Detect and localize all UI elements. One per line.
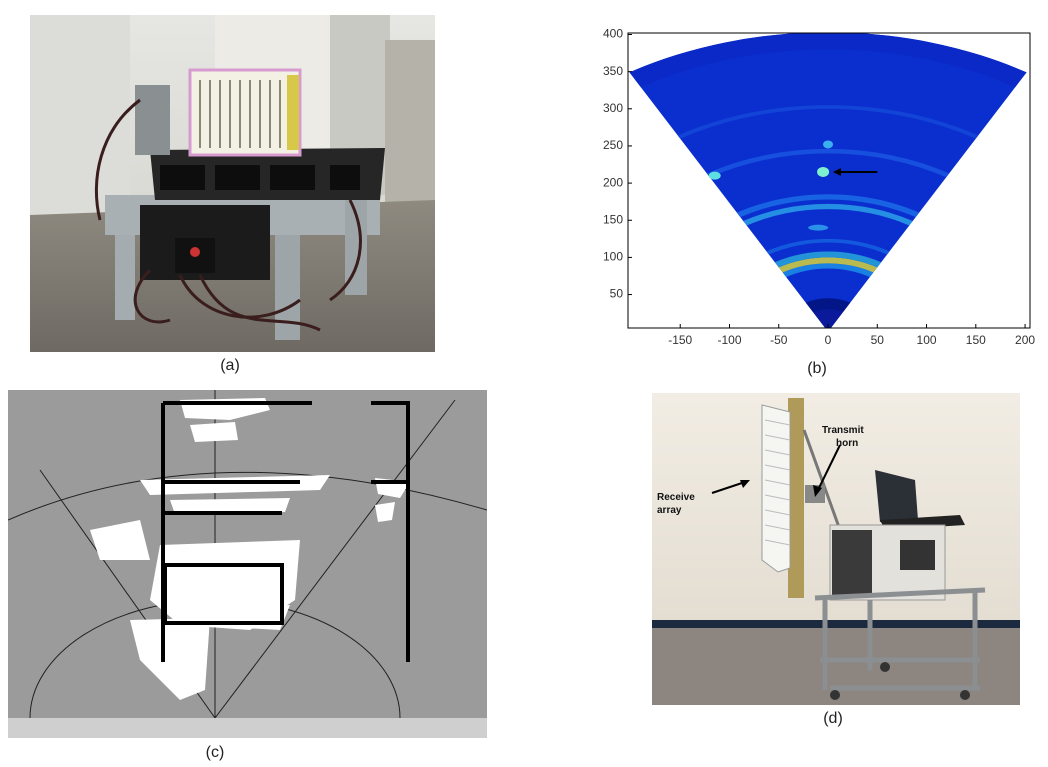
x-tick-label: -100 bbox=[717, 333, 741, 347]
y-tick-label: 100 bbox=[603, 250, 623, 264]
panel-b: -150 -100 -50 0 50 100 150 200 50 100 150 200 250 300… bbox=[603, 27, 1035, 348]
y-tick-label: 250 bbox=[603, 138, 623, 152]
fan bbox=[629, 32, 1026, 331]
x-tick-label: 150 bbox=[966, 333, 986, 347]
caption: (c) bbox=[206, 744, 225, 761]
photo-a bbox=[30, 15, 435, 352]
x-tick-label: -50 bbox=[770, 333, 788, 347]
fan-background bbox=[629, 32, 1026, 331]
caption: (b) bbox=[807, 360, 827, 377]
y-tick-label: 50 bbox=[610, 287, 624, 301]
annotation: Transmit bbox=[822, 425, 864, 436]
caption: (d) bbox=[823, 710, 843, 727]
fan-blob bbox=[817, 167, 829, 177]
x-tick-label: -150 bbox=[668, 333, 692, 347]
annotation: Receive bbox=[657, 492, 695, 503]
page: {"chart_data": {"type": "fan-image", "xl… bbox=[0, 0, 1048, 762]
y-tick-label: 150 bbox=[603, 212, 623, 226]
map-c bbox=[8, 390, 487, 738]
x-tick-label: 100 bbox=[917, 333, 937, 347]
figure: -150 -100 -50 0 50 100 150 200 50 100 150 200 250 300… bbox=[0, 0, 1048, 762]
x-tick-label: 200 bbox=[1015, 333, 1035, 347]
fan-blob bbox=[808, 225, 828, 231]
fan-blob bbox=[709, 172, 721, 180]
x-tick-label: 0 bbox=[825, 333, 832, 347]
annotation: array bbox=[657, 505, 682, 516]
annotation: horn bbox=[836, 438, 858, 449]
y-tick-label: 300 bbox=[603, 101, 623, 115]
fan-blob bbox=[823, 140, 833, 148]
y-tick-label: 400 bbox=[603, 27, 623, 41]
caption: (a) bbox=[220, 357, 240, 374]
y-tick-label: 200 bbox=[603, 175, 623, 189]
y-tick-label: 350 bbox=[603, 64, 623, 78]
x-tick-label: 50 bbox=[871, 333, 885, 347]
